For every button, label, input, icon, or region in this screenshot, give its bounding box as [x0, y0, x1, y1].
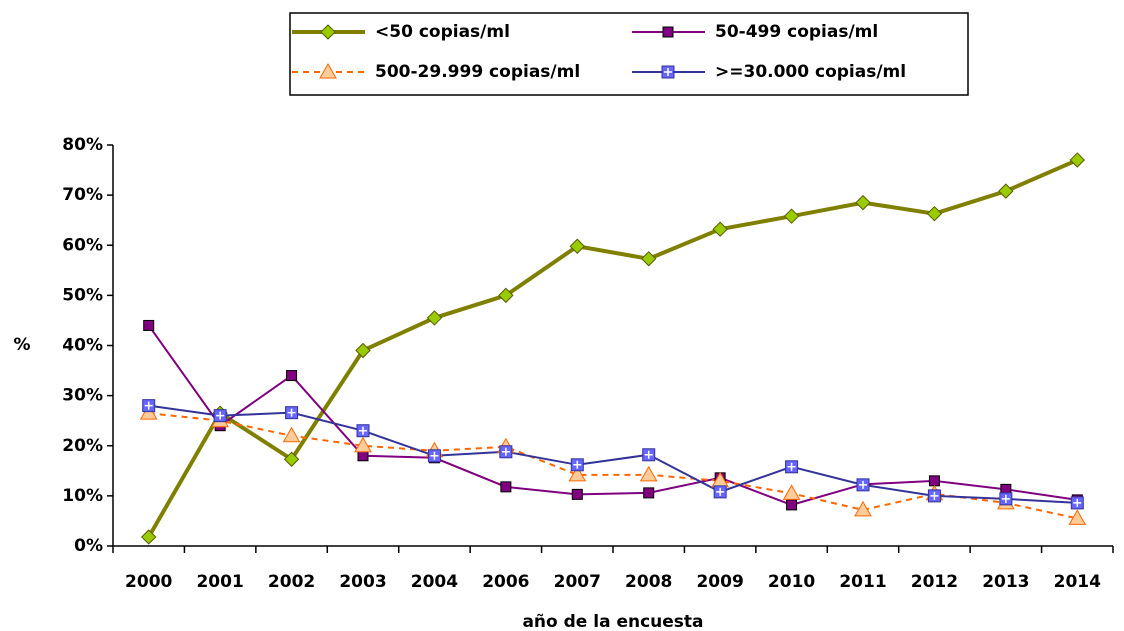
data-point [782, 484, 801, 500]
data-point [282, 426, 301, 443]
data-point [139, 404, 158, 420]
data-point [499, 445, 513, 459]
data-point [142, 399, 156, 413]
y-tick-label: 80% [62, 135, 103, 155]
marker-cross [664, 68, 672, 76]
x-tick-label: 2010 [768, 572, 815, 592]
x-tick-label: 2006 [482, 572, 529, 592]
x-tick-label: 2003 [339, 572, 386, 592]
data-point [855, 194, 871, 211]
x-tick-label: 2014 [1054, 572, 1101, 592]
data-point [712, 221, 728, 237]
y-tick-label: 0% [74, 536, 103, 556]
data-point [927, 489, 941, 503]
marker-cross [859, 480, 867, 489]
x-tick-label: 2001 [196, 572, 243, 592]
legend-label: <50 copias/ml [375, 22, 510, 42]
marker-cross [287, 408, 296, 417]
data-point [143, 319, 155, 331]
x-tick-label: 2002 [268, 572, 315, 592]
data-point [639, 465, 658, 482]
data-point [783, 208, 800, 224]
marker-cross [716, 487, 725, 496]
x-tick-label: 2011 [839, 572, 886, 592]
marker-cross [930, 491, 939, 500]
data-point [856, 478, 870, 492]
marker-cross [1001, 494, 1010, 503]
y-tick-label: 50% [62, 285, 103, 305]
data-point [928, 475, 940, 487]
y-tick-label: 20% [62, 436, 103, 456]
y-tick-label: 60% [62, 235, 103, 255]
x-tick-label: 2009 [696, 572, 743, 592]
data-point [999, 492, 1013, 506]
data-point [569, 238, 585, 254]
data-point [213, 409, 227, 423]
data-point [427, 449, 441, 463]
data-point [500, 481, 512, 493]
data-point [568, 465, 587, 482]
data-point [355, 342, 371, 359]
data-point [1068, 509, 1087, 525]
data-point [356, 424, 370, 438]
x-tick-label: 2004 [411, 572, 458, 592]
data-point [998, 183, 1014, 199]
marker-cross [430, 451, 439, 460]
x-tick-label: 2012 [911, 572, 958, 592]
data-point [641, 251, 657, 267]
marker-cross [1073, 498, 1082, 507]
legend-box [289, 12, 969, 96]
marker-cross [501, 447, 510, 456]
legend-marker [661, 65, 675, 79]
x-tick-label: 2008 [625, 572, 672, 592]
y-tick-label: 30% [62, 386, 103, 406]
x-tick-label: 2007 [554, 572, 601, 592]
data-point [426, 310, 443, 326]
data-point [1069, 152, 1085, 168]
marker-cross [216, 411, 225, 420]
legend-marker [662, 26, 674, 38]
data-point [498, 287, 514, 304]
marker-cross [359, 426, 367, 435]
data-point [357, 450, 369, 462]
marker-cross [644, 450, 653, 459]
x-tick-label: 2000 [125, 572, 172, 592]
data-point [786, 499, 798, 511]
marker-cross [787, 462, 796, 471]
data-point [286, 370, 298, 382]
data-point [141, 529, 157, 545]
legend-marker [319, 62, 337, 79]
series-line [148, 404, 1078, 504]
data-point [285, 406, 299, 420]
data-point [642, 448, 656, 462]
legend-label: 500-29.999 copias/ml [375, 62, 580, 82]
data-point [570, 458, 584, 472]
data-point [926, 205, 943, 222]
data-point [283, 451, 300, 467]
x-axis-label: año de la encuesta [522, 612, 703, 631]
legend-label: >=30.000 copias/ml [715, 62, 906, 82]
series-line [147, 324, 1078, 506]
y-tick-label: 70% [62, 185, 103, 205]
data-point [785, 460, 799, 474]
data-point [354, 436, 372, 453]
y-axis-label: % [13, 335, 30, 355]
data-point [713, 485, 727, 499]
data-point [854, 500, 872, 517]
y-tick-label: 40% [62, 336, 103, 356]
legend-marker [320, 24, 336, 40]
data-point [571, 488, 583, 500]
data-point [1070, 496, 1084, 510]
series-line [148, 412, 1078, 520]
marker-cross [144, 401, 153, 410]
data-point [643, 487, 655, 499]
legend-label: 50-499 copias/ml [715, 22, 878, 42]
y-tick-label: 10% [62, 486, 103, 506]
series-line [146, 158, 1079, 538]
marker-cross [573, 460, 582, 469]
x-tick-label: 2013 [982, 572, 1029, 592]
